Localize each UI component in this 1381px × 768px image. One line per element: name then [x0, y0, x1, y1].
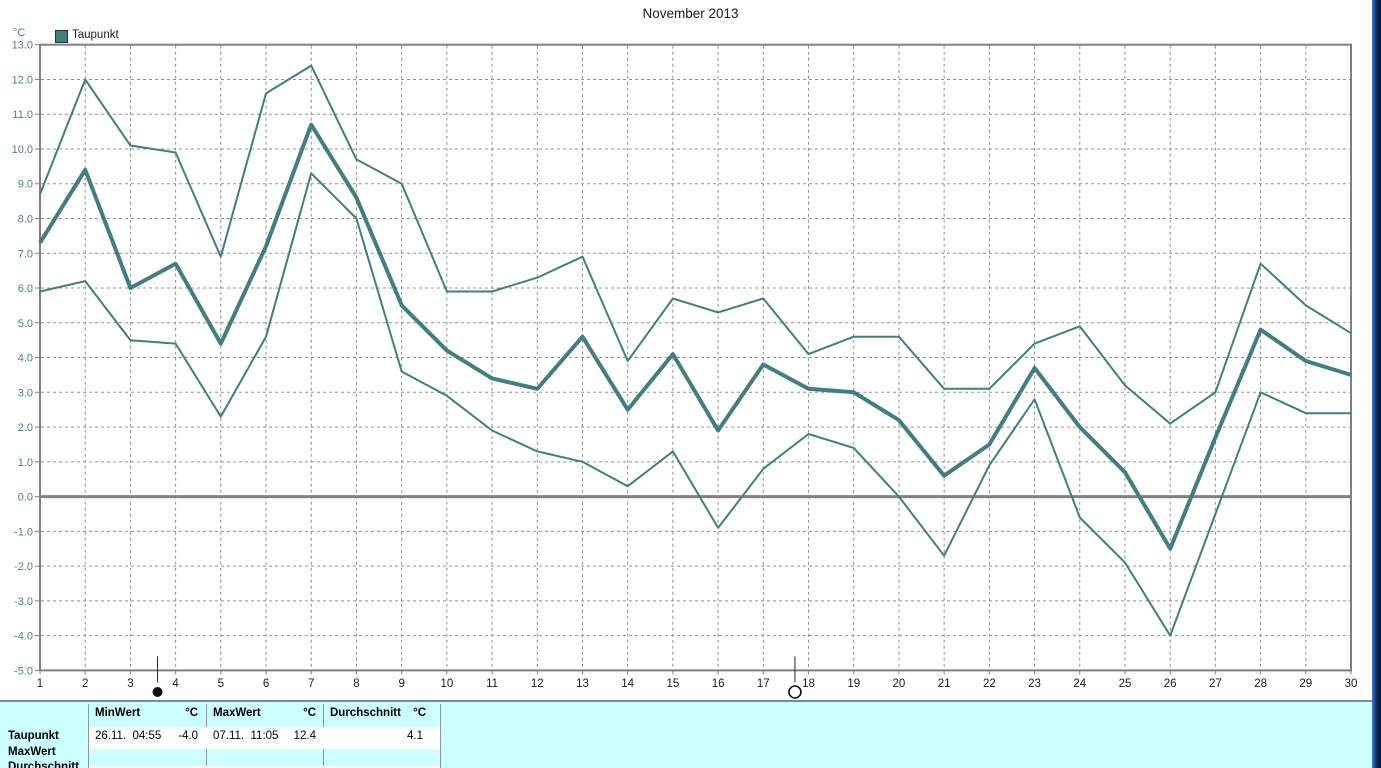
svg-text:4: 4: [172, 678, 179, 690]
minwert-timestamp: 26.11. 04:55: [95, 730, 162, 742]
chart-title: November 2013: [642, 6, 739, 21]
svg-text:15: 15: [666, 678, 679, 690]
col-header-maxwert: MaxWert: [213, 707, 261, 719]
col-unit-maxwert: °C: [303, 707, 316, 719]
svg-text:7.0: 7.0: [18, 248, 33, 260]
y-axis-unit-label: °C: [13, 27, 26, 39]
svg-text:25: 25: [1119, 678, 1132, 690]
svg-text:11: 11: [486, 678, 498, 690]
svg-text:2: 2: [82, 678, 88, 690]
svg-text:16: 16: [712, 678, 725, 690]
col-unit-minwert: °C: [185, 707, 198, 719]
series-max-line: [39, 64, 1352, 425]
new-moon-icon: [152, 687, 163, 697]
svg-text:3: 3: [127, 678, 133, 690]
svg-text:0.0: 0.0: [18, 492, 33, 504]
series-min-line: [39, 172, 1351, 637]
svg-text:-4.0: -4.0: [14, 631, 33, 643]
svg-text:10: 10: [440, 678, 453, 690]
legend-swatch-icon: [55, 30, 68, 43]
row-label-maxwert: MaxWert: [8, 746, 56, 758]
maxwert-timestamp: 07.11. 11:05: [213, 730, 279, 742]
svg-text:5: 5: [218, 678, 224, 690]
next-row-background: [89, 766, 440, 768]
row-label-durchschnitt: Durchschnitt: [8, 761, 79, 768]
dewpoint-line-chart: 13.012.011.010.09.08.07.06.05.04.03.02.0…: [12, 40, 1358, 699]
svg-text:1.0: 1.0: [18, 457, 33, 469]
svg-text:1: 1: [37, 678, 43, 690]
svg-text:20: 20: [893, 678, 906, 690]
svg-text:14: 14: [621, 678, 634, 690]
svg-text:8.0: 8.0: [18, 214, 33, 226]
svg-text:26: 26: [1164, 678, 1177, 690]
desktop-edge-strip: [1372, 0, 1381, 768]
svg-text:19: 19: [847, 678, 860, 690]
svg-text:30: 30: [1345, 678, 1358, 690]
svg-text:13: 13: [576, 678, 589, 690]
svg-text:3.0: 3.0: [18, 387, 33, 399]
svg-text:28: 28: [1254, 678, 1267, 690]
minwert-value: -4.0: [178, 730, 198, 742]
svg-text:6.0: 6.0: [18, 283, 33, 295]
svg-text:18: 18: [802, 678, 815, 690]
svg-text:27: 27: [1209, 678, 1222, 690]
table-divider: [88, 704, 89, 768]
x-tick-labels: 1 2 3 4 5 6 7 8 9 10 11 12 13 14 15 16 17 18 19 20 21 22 23 24 2…: [37, 678, 1358, 690]
y-tick-labels: 13.0 12.0 11.0 10.0 9.0 8.0 7.0 6.0 5.0 4.0 3.0 2.0…: [12, 40, 33, 678]
svg-text:21: 21: [938, 678, 951, 690]
svg-text:-3.0: -3.0: [14, 596, 33, 608]
svg-text:7: 7: [308, 678, 314, 690]
svg-text:5.0: 5.0: [18, 318, 33, 330]
full-moon-icon: [788, 685, 802, 699]
svg-text:8: 8: [353, 678, 359, 690]
svg-text:12: 12: [531, 678, 544, 690]
durchschnitt-value: 4.1: [407, 730, 423, 742]
svg-text:-1.0: -1.0: [14, 526, 33, 538]
svg-text:9.0: 9.0: [18, 179, 33, 191]
svg-text:6: 6: [263, 678, 269, 690]
stats-table: MinWert °C MaxWert °C Durchschnitt °C Ta…: [0, 700, 1381, 768]
value-row-background: [89, 727, 440, 749]
svg-text:22: 22: [983, 678, 996, 690]
svg-text:-2.0: -2.0: [14, 561, 33, 573]
svg-text:12.0: 12.0: [12, 74, 33, 86]
series-average-line: [38, 122, 1352, 551]
svg-text:24: 24: [1073, 678, 1086, 690]
col-header-durchschnitt: Durchschnitt: [330, 707, 401, 719]
svg-text:4.0: 4.0: [18, 353, 33, 365]
svg-text:11.0: 11.0: [12, 109, 33, 121]
gridlines: [41, 45, 1350, 670]
svg-text:23: 23: [1028, 678, 1041, 690]
svg-text:2.0: 2.0: [18, 422, 33, 434]
svg-text:13.0: 13.0: [12, 40, 33, 52]
col-unit-durchschnitt: °C: [413, 707, 426, 719]
table-divider: [440, 704, 441, 768]
svg-text:17: 17: [757, 678, 770, 690]
svg-text:9: 9: [398, 678, 404, 690]
axis-ticks: [35, 44, 1352, 675]
col-header-minwert: MinWert: [95, 707, 141, 719]
legend-label: Taupunkt: [72, 29, 119, 41]
svg-text:29: 29: [1299, 678, 1312, 690]
maxwert-value: 12.4: [293, 730, 316, 742]
svg-text:10.0: 10.0: [12, 144, 33, 156]
row-label-taupunkt: Taupunkt: [8, 730, 59, 742]
svg-text:-5.0: -5.0: [14, 665, 33, 677]
